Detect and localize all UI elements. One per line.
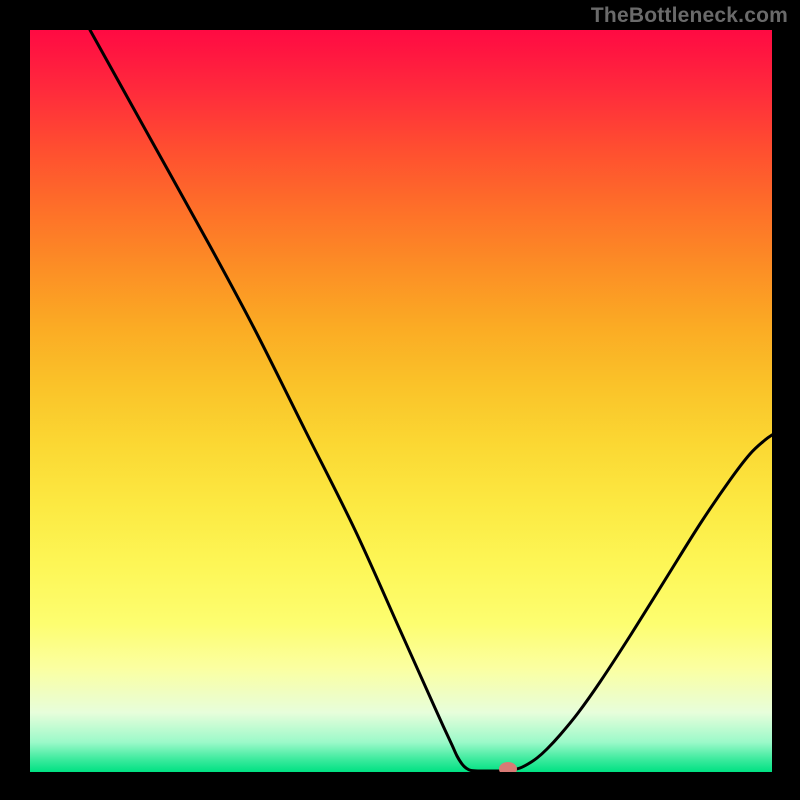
watermark-text: TheBottleneck.com (591, 4, 788, 28)
chart-frame: TheBottleneck.com (0, 0, 800, 800)
plot-background (30, 30, 772, 772)
bottleneck-plot (30, 30, 772, 772)
